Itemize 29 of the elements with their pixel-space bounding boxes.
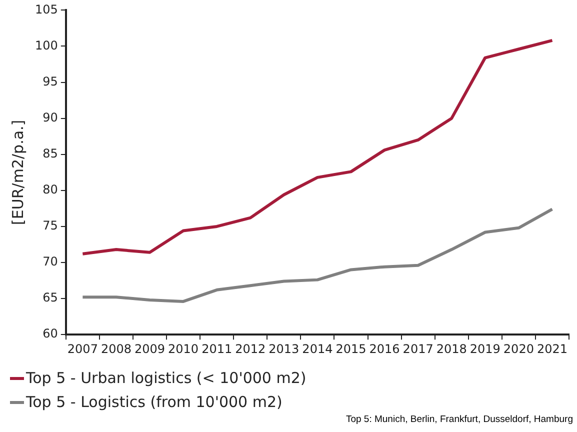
x-tick-label: 2017: [402, 342, 434, 356]
x-tick-label: 2009: [134, 342, 166, 356]
x-tick-label: 2007: [67, 342, 98, 356]
x-tick-label: 2019: [470, 342, 500, 356]
y-tick-label: 70: [42, 254, 58, 269]
y-tick-label: 100: [35, 38, 58, 52]
x-tick-label: 2020: [503, 342, 534, 356]
y-tick-label: 75: [42, 218, 58, 233]
y-tick-label: 85: [42, 146, 58, 161]
x-tick-label: 2015: [336, 342, 366, 356]
y-tick-label: 90: [42, 110, 58, 124]
legend-label: Top 5 - Logistics (from 10'000 m2): [26, 393, 282, 411]
x-tick-label: 2016: [369, 342, 400, 356]
x-tick-label: 2014: [302, 342, 333, 356]
x-tick-label: 2021: [536, 342, 568, 356]
x-tick-label: 2011: [202, 342, 232, 356]
y-tick-label: 65: [42, 290, 58, 305]
x-tick-label: 2012: [235, 342, 266, 356]
x-tick-label: 2013: [268, 342, 300, 356]
x-tick-label: 2010: [168, 342, 199, 356]
legend-label: Top 5 - Urban logistics (< 10'000 m2): [26, 369, 306, 387]
x-tick-label: 2018: [436, 342, 467, 356]
y-tick-label: 105: [35, 2, 58, 16]
x-tick-label: 2008: [100, 342, 132, 356]
y-tick-label: 60: [42, 326, 58, 341]
y-tick-label: 95: [42, 74, 58, 88]
y-tick-label: 80: [42, 182, 58, 197]
y-axis-title: [EUR/m2/p.a.]: [8, 120, 27, 225]
text: Top 5: Munich, Berlin, Frankfurt, Dusseldorf, Hamburg: [346, 414, 573, 425]
